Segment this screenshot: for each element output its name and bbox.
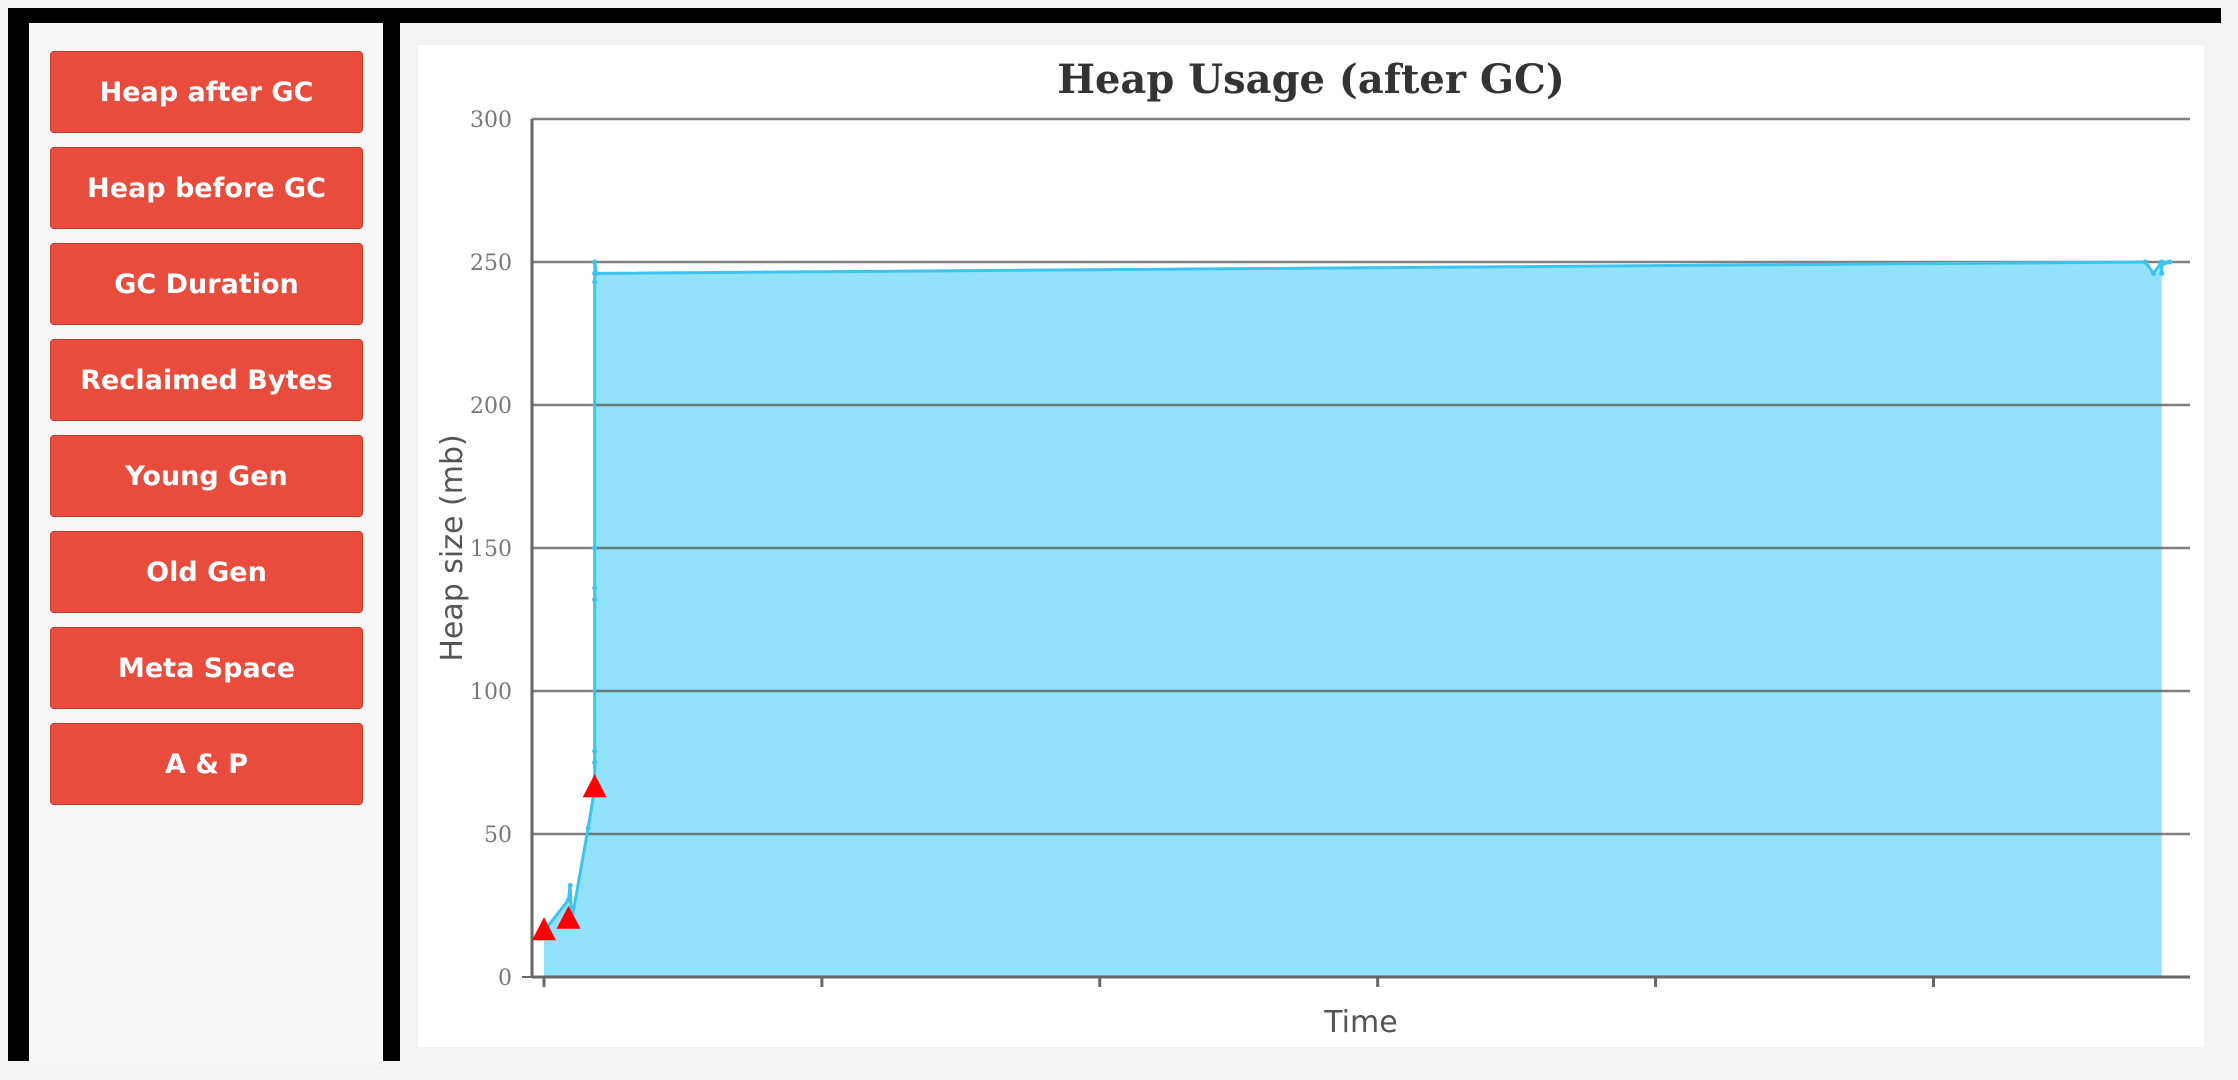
data-point-1: [566, 897, 572, 903]
young-gen-button[interactable]: Young Gen: [50, 435, 363, 517]
heap-before-gc-button[interactable]: Heap before GC: [50, 147, 363, 229]
data-point-20: [2159, 270, 2165, 276]
gc-event-marker-1: [556, 905, 581, 929]
x-axis-label: Time: [1323, 1005, 1397, 1040]
meta-space-button[interactable]: Meta Space: [50, 627, 363, 709]
data-point-16: [2150, 270, 2156, 276]
data-point-13: [592, 259, 598, 265]
data-point-9: [592, 585, 598, 591]
heap-after-gc-button[interactable]: Heap after GC: [50, 51, 363, 133]
y-tick-label-250: 250: [470, 251, 512, 276]
y-tick-label-300: 300: [470, 108, 512, 133]
heap-line: [542, 260, 2172, 933]
chart-panel: Heap Usage (after GC) 0 50 100 150 200 250 300 T…: [400, 23, 2222, 1065]
data-point-21: [2159, 259, 2165, 265]
heap-area-fill: [544, 262, 2170, 977]
window-frame: Heap after GC Heap before GC GC Duration…: [8, 8, 2222, 1065]
y-tick-label-150: 150: [470, 537, 512, 562]
data-point-14: [593, 270, 599, 276]
old-gen-button[interactable]: Old Gen: [50, 531, 363, 613]
y-tick-label-50: 50: [484, 823, 512, 848]
sidebar: Heap after GC Heap before GC GC Duration…: [29, 23, 383, 1065]
data-point-10: [592, 545, 598, 551]
a-and-p-button[interactable]: A & P: [50, 723, 363, 805]
y-tick-label-0: 0: [498, 966, 512, 991]
data-point-6: [592, 760, 598, 765]
data-point-8: [592, 596, 598, 602]
y-tick-label-100: 100: [470, 680, 512, 705]
data-point-4: [585, 825, 591, 831]
gc-duration-button[interactable]: GC Duration: [50, 243, 363, 325]
gc-event-marker-0: [532, 917, 556, 941]
heap-usage-chart: Heap Usage (after GC) 0 50 100 150 200 250 300 T…: [435, 56, 2190, 1040]
data-point-18: [2167, 259, 2173, 265]
data-point-11: [592, 279, 598, 285]
data-point-2: [567, 882, 573, 888]
data-point-7: [592, 748, 598, 754]
y-tick-label-200: 200: [470, 394, 512, 419]
data-point-15: [2142, 259, 2148, 265]
y-axis-label: Heap size (mb): [435, 434, 470, 661]
reclaimed-bytes-button[interactable]: Reclaimed Bytes: [50, 339, 363, 421]
chart-title: Heap Usage (after GC): [1057, 56, 1565, 103]
gc-event-marker-2: [582, 774, 607, 798]
chart-area: Heap Usage (after GC) 0 50 100 150 200 250 300 T…: [418, 45, 2204, 1047]
